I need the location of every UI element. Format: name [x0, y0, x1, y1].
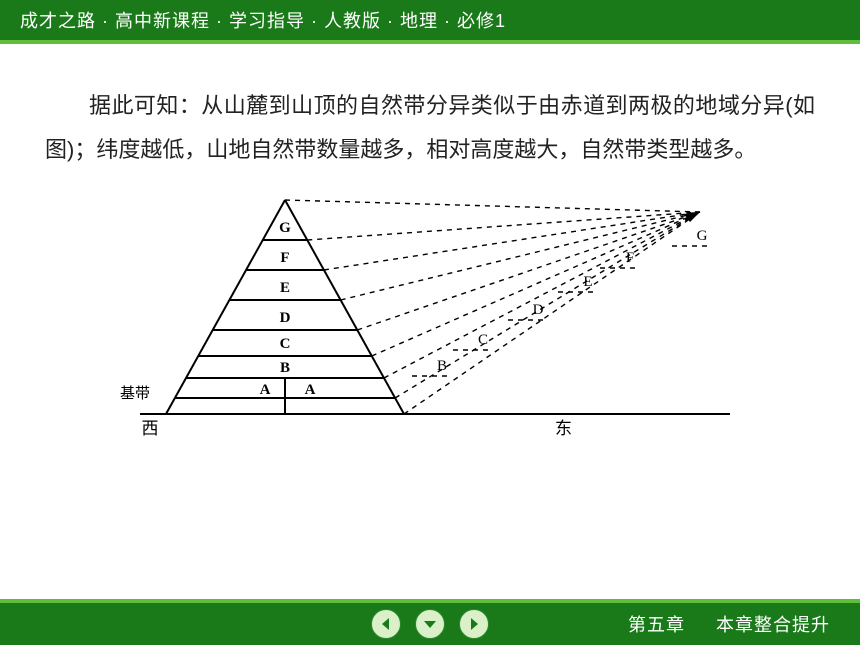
svg-text:D: D [533, 302, 544, 318]
svg-text:E: E [583, 274, 592, 290]
svg-text:基带: 基带 [120, 385, 150, 402]
nav-prev-button[interactable] [371, 609, 401, 639]
svg-text:E: E [280, 280, 290, 296]
svg-text:A: A [260, 382, 271, 398]
nav-next-button[interactable] [459, 609, 489, 639]
arrow-left-icon [378, 616, 394, 632]
slide-header: 成才之路 · 高中新课程 · 学习指导 · 人教版 · 地理 · 必修1 [0, 0, 860, 40]
svg-text:东: 东 [555, 419, 572, 438]
svg-text:C: C [478, 332, 488, 348]
footer-subtitle: 本章整合提升 [716, 615, 830, 635]
svg-text:C: C [280, 336, 291, 352]
slide-content: 据此可知：从山麓到山顶的自然带分异类似于由赤道到两极的地域分异(如图)；纬度越低… [0, 44, 860, 472]
svg-text:B: B [280, 360, 290, 376]
body-paragraph: 据此可知：从山麓到山顶的自然带分异类似于由赤道到两极的地域分异(如图)；纬度越低… [45, 84, 815, 172]
mountain-zonation-diagram: GFEDCBAA基带西东GFEDCB [120, 182, 740, 462]
nav-down-button[interactable] [415, 609, 445, 639]
svg-text:西: 西 [142, 419, 159, 438]
svg-text:F: F [626, 250, 634, 266]
svg-text:F: F [280, 250, 289, 266]
arrow-down-icon [422, 616, 438, 632]
svg-text:D: D [280, 310, 291, 326]
footer-chapter: 第五章 [628, 615, 685, 635]
slide-footer: 第五章 本章整合提升 [0, 603, 860, 645]
svg-text:B: B [437, 358, 447, 374]
svg-text:A: A [305, 382, 316, 398]
svg-text:G: G [697, 228, 708, 244]
footer-chapter-info: 第五章 本章整合提升 [628, 611, 830, 637]
nav-button-group [371, 609, 489, 639]
diagram-container: GFEDCBAA基带西东GFEDCB [45, 182, 815, 462]
header-breadcrumb: 成才之路 · 高中新课程 · 学习指导 · 人教版 · 地理 · 必修1 [20, 7, 506, 33]
arrow-right-icon [466, 616, 482, 632]
svg-text:G: G [279, 220, 291, 236]
